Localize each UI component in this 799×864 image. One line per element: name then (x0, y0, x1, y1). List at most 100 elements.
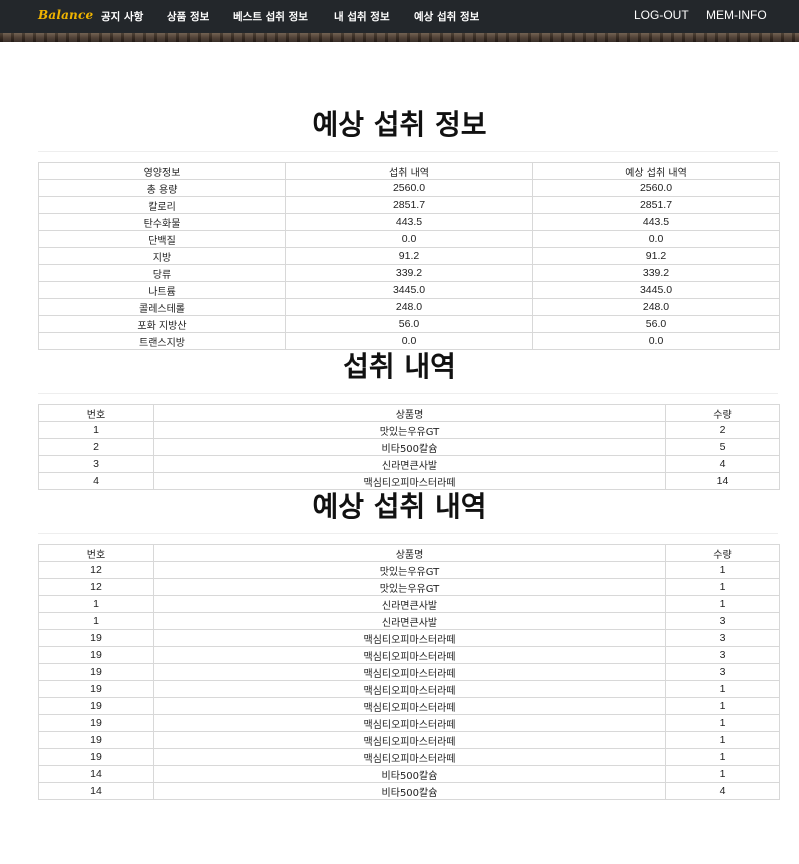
table-row: 19 맥심티오피마스터라떼 1 (38, 748, 780, 766)
table-row: 총 용량 2560.0 2560.0 (38, 179, 780, 197)
table-row: 트랜스지방 0.0 0.0 (38, 332, 780, 350)
product-name-cell: 신라면큰사발 (153, 595, 666, 613)
table-row: 단백질 0.0 0.0 (38, 230, 780, 248)
quantity-cell: 1 (665, 731, 780, 749)
nav-best-intake[interactable]: 베스트 섭취 정보 (233, 11, 308, 23)
quantity-cell: 1 (665, 697, 780, 715)
quantity-cell: 5 (665, 438, 780, 456)
quantity-cell: 4 (665, 782, 780, 800)
intake-value-cell: 2851.7 (285, 196, 533, 214)
table-row: 19 맥심티오피마스터라떼 1 (38, 731, 780, 749)
table-row: 1 신라면큰사발 3 (38, 612, 780, 630)
table-row: 19 맥심티오피마스터라떼 3 (38, 663, 780, 681)
header-nutrient: 영양정보 (38, 162, 286, 180)
nutrient-name-cell: 콜레스테롤 (38, 298, 286, 316)
number-cell: 19 (38, 731, 154, 749)
header-number: 번호 (38, 544, 154, 562)
top-navbar: Balance 공지 사항 상품 정보 베스트 섭취 정보 내 섭취 정보 예상… (0, 0, 799, 42)
table-row: 나트륨 3445.0 3445.0 (38, 281, 780, 299)
product-name-cell: 맥심티오피마스터라떼 (153, 697, 666, 715)
intake-value-cell: 248.0 (285, 298, 533, 316)
nav-my-intake[interactable]: 내 섭취 정보 (334, 11, 390, 23)
nutrition-header-row: 영양정보 섭취 내역 예상 섭취 내역 (38, 162, 780, 180)
intake-value-cell: 91.2 (285, 247, 533, 265)
logout-link[interactable]: LOG-OUT (634, 8, 689, 22)
quantity-cell: 1 (665, 714, 780, 732)
number-cell: 14 (38, 765, 154, 783)
expected-divider (38, 533, 778, 534)
nutrient-name-cell: 지방 (38, 247, 286, 265)
table-row: 19 맥심티오피마스터라떼 1 (38, 697, 780, 715)
product-name-cell: 맥심티오피마스터라떼 (153, 714, 666, 732)
product-name-cell: 비타500칼슘 (153, 765, 666, 783)
intake-value-cell: 0.0 (285, 332, 533, 350)
nutrient-name-cell: 칼로리 (38, 196, 286, 214)
quantity-cell: 3 (665, 646, 780, 664)
number-cell: 19 (38, 714, 154, 732)
table-row: 12 맛있는우유GT 1 (38, 578, 780, 596)
header-expected: 예상 섭취 내역 (532, 162, 780, 180)
table-row: 당류 339.2 339.2 (38, 264, 780, 282)
table-row: 19 맥심티오피마스터라떼 1 (38, 714, 780, 732)
product-name-cell: 맥심티오피마스터라떼 (153, 680, 666, 698)
intake-value-cell: 3445.0 (285, 281, 533, 299)
number-cell: 19 (38, 663, 154, 681)
product-name-cell: 비타500칼슘 (153, 782, 666, 800)
nutrient-name-cell: 총 용량 (38, 179, 286, 197)
intake-value-cell: 56.0 (285, 315, 533, 333)
number-cell: 19 (38, 646, 154, 664)
table-row: 콜레스테롤 248.0 248.0 (38, 298, 780, 316)
quantity-cell: 3 (665, 629, 780, 647)
product-name-cell: 맥심티오피마스터라떼 (153, 629, 666, 647)
brand-logo[interactable]: Balance (38, 8, 94, 22)
intake-title: 섭취 내역 (343, 350, 456, 383)
quantity-cell: 1 (665, 748, 780, 766)
number-cell: 12 (38, 561, 154, 579)
expected-value-cell: 443.5 (532, 213, 780, 231)
nutrition-table: 영양정보 섭취 내역 예상 섭취 내역 총 용량 2560.0 2560.0 칼로리 2… (38, 162, 780, 350)
header-product-name: 상품명 (153, 544, 666, 562)
table-row: 탄수화물 443.5 443.5 (38, 213, 780, 231)
intake-divider (38, 393, 778, 394)
number-cell: 14 (38, 782, 154, 800)
product-name-cell: 신라면큰사발 (153, 612, 666, 630)
nav-product-info[interactable]: 상품 정보 (167, 11, 210, 23)
nutrition-divider (38, 151, 778, 152)
product-name-cell: 비타500칼슘 (153, 438, 666, 456)
nutrient-name-cell: 당류 (38, 264, 286, 282)
table-row: 지방 91.2 91.2 (38, 247, 780, 265)
header-quantity: 수량 (665, 404, 780, 422)
quantity-cell: 1 (665, 680, 780, 698)
intake-value-cell: 339.2 (285, 264, 533, 282)
nutrient-name-cell: 나트륨 (38, 281, 286, 299)
table-row: 14 비타500칼슘 4 (38, 782, 780, 800)
product-name-cell: 맥심티오피마스터라떼 (153, 731, 666, 749)
nutrient-name-cell: 단백질 (38, 230, 286, 248)
quantity-cell: 1 (665, 578, 780, 596)
table-row: 1 신라면큰사발 1 (38, 595, 780, 613)
nav-notice[interactable]: 공지 사항 (101, 11, 144, 23)
nutrient-name-cell: 트랜스지방 (38, 332, 286, 350)
header-product-name: 상품명 (153, 404, 666, 422)
intake-value-cell: 2560.0 (285, 179, 533, 197)
number-cell: 12 (38, 578, 154, 596)
product-name-cell: 맥심티오피마스터라떼 (153, 748, 666, 766)
expected-value-cell: 3445.0 (532, 281, 780, 299)
expected-value-cell: 0.0 (532, 230, 780, 248)
nav-expected-intake[interactable]: 예상 섭취 정보 (414, 11, 480, 23)
expected-value-cell: 2560.0 (532, 179, 780, 197)
header-intake: 섭취 내역 (285, 162, 533, 180)
number-cell: 19 (38, 748, 154, 766)
number-cell: 3 (38, 455, 154, 473)
expected-value-cell: 56.0 (532, 315, 780, 333)
table-row: 3 신라면큰사발 4 (38, 455, 780, 473)
expected-value-cell: 248.0 (532, 298, 780, 316)
header-number: 번호 (38, 404, 154, 422)
nutrition-title: 예상 섭취 정보 (312, 108, 487, 141)
product-name-cell: 맛있는우유GT (153, 578, 666, 596)
number-cell: 19 (38, 680, 154, 698)
quantity-cell: 4 (665, 455, 780, 473)
member-info-link[interactable]: MEM-INFO (706, 8, 767, 22)
intake-value-cell: 0.0 (285, 230, 533, 248)
header-quantity: 수량 (665, 544, 780, 562)
